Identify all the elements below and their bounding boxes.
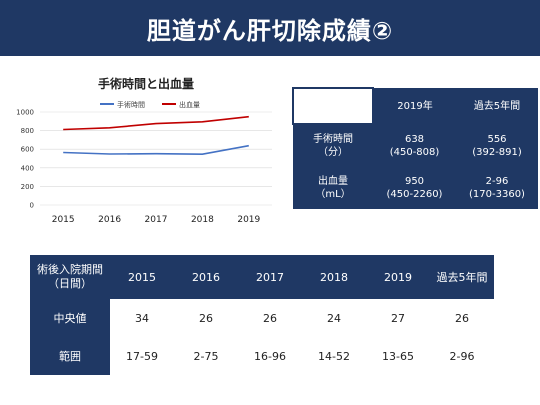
- legend-label: 手術時間: [117, 100, 145, 109]
- y-tick-label: 400: [21, 164, 34, 172]
- y-tick-label: 200: [21, 183, 34, 191]
- table2-cell: 17-59: [110, 337, 174, 375]
- table2-header-2015: 2015: [128, 270, 156, 284]
- table1-row-label-blood: 出血量 （mL）: [293, 167, 373, 209]
- table1-row-label-time: 手術時間 （分）: [293, 124, 373, 167]
- x-tick-label: 2018: [191, 215, 214, 225]
- y-tick-label: 1000: [16, 109, 34, 117]
- table1-cell-time-5yr: 556 (392-891): [456, 124, 538, 167]
- y-tick-label: 0: [30, 202, 34, 210]
- chart-title: 手術時間と出血量: [98, 76, 194, 91]
- cell-range: (450-2260): [386, 189, 443, 200]
- row-label-unit: （mL）: [315, 189, 351, 200]
- x-tick-label: 2019: [237, 215, 260, 225]
- table2-cell: 26: [174, 299, 238, 337]
- table2-header-2019: 2019: [384, 270, 412, 284]
- series-line: [63, 144, 249, 156]
- table1-header-2019: 2019年: [373, 88, 456, 124]
- cell-value: 950: [404, 176, 425, 187]
- cell-range: (450-808): [389, 146, 440, 158]
- table2-header-2018: 2018: [320, 270, 348, 284]
- table2-cell: 27: [366, 299, 430, 337]
- cell-value: 2-96: [485, 176, 509, 187]
- table2-cell: 13-65: [366, 337, 430, 375]
- table2-cell: 2-96: [430, 337, 494, 375]
- row-label-main: 出血量: [318, 176, 348, 187]
- table2-cell: 26: [238, 299, 302, 337]
- x-tick-label: 2016: [98, 215, 121, 225]
- hospital-stay-table: 術後入院期間 （日間） 2015 2016 2017 2018 2019 過去5…: [30, 255, 494, 375]
- table1-header-5yr: 過去5年間: [456, 88, 538, 124]
- table2-cell: 24: [302, 299, 366, 337]
- cell-value: 638: [404, 133, 425, 145]
- table2-header-2016: 2016: [192, 270, 220, 284]
- table1-cell-time-2019: 638 (450-808): [373, 124, 456, 167]
- y-tick-label: 800: [21, 127, 34, 135]
- table2-cell: 2-75: [174, 337, 238, 375]
- surgery-summary-table: 2019年 過去5年間 手術時間 （分） 638 (450-808) 556 (…: [292, 87, 538, 209]
- table1-cell-blood-2019: 950 (450-2260): [373, 167, 456, 209]
- table1-corner-cell: [292, 87, 374, 125]
- x-tick-label: 2015: [52, 215, 75, 225]
- legend-label: 出血量: [179, 100, 200, 109]
- cell-value: 556: [487, 133, 507, 145]
- slide-title: 胆道がん肝切除成績②: [146, 16, 394, 45]
- table2-cell: 14-52: [302, 337, 366, 375]
- corner-label: 術後入院期間: [37, 263, 103, 276]
- table2-row-label-range: 範囲: [30, 337, 110, 375]
- cell-range: (170-3360): [469, 189, 525, 200]
- table1-cell-blood-5yr: 2-96 (170-3360): [456, 167, 538, 209]
- corner-unit: （日間）: [48, 277, 92, 290]
- row-label-main: 手術時間: [313, 134, 353, 145]
- table2-corner-cell: 術後入院期間 （日間）: [30, 255, 110, 299]
- y-tick-label: 600: [21, 146, 34, 154]
- table2-header-5yr: 過去5年間: [436, 271, 488, 284]
- table2-row-label-median: 中央値: [30, 299, 110, 337]
- table2-header-2017: 2017: [256, 270, 284, 284]
- table2-cell: 34: [110, 299, 174, 337]
- x-tick-label: 2017: [145, 215, 168, 225]
- series-line: [63, 115, 249, 131]
- table2-cell: 26: [430, 299, 494, 337]
- line-chart: 手術時間と出血量手術時間 出血量 0 200 400 600 800 1000 2015 2016…: [10, 70, 280, 235]
- row-label-unit: （分）: [318, 147, 348, 158]
- table2-cell: 16-96: [238, 337, 302, 375]
- slide-title-bar: 胆道がん肝切除成績②: [0, 0, 540, 56]
- cell-range: (392-891): [472, 146, 522, 158]
